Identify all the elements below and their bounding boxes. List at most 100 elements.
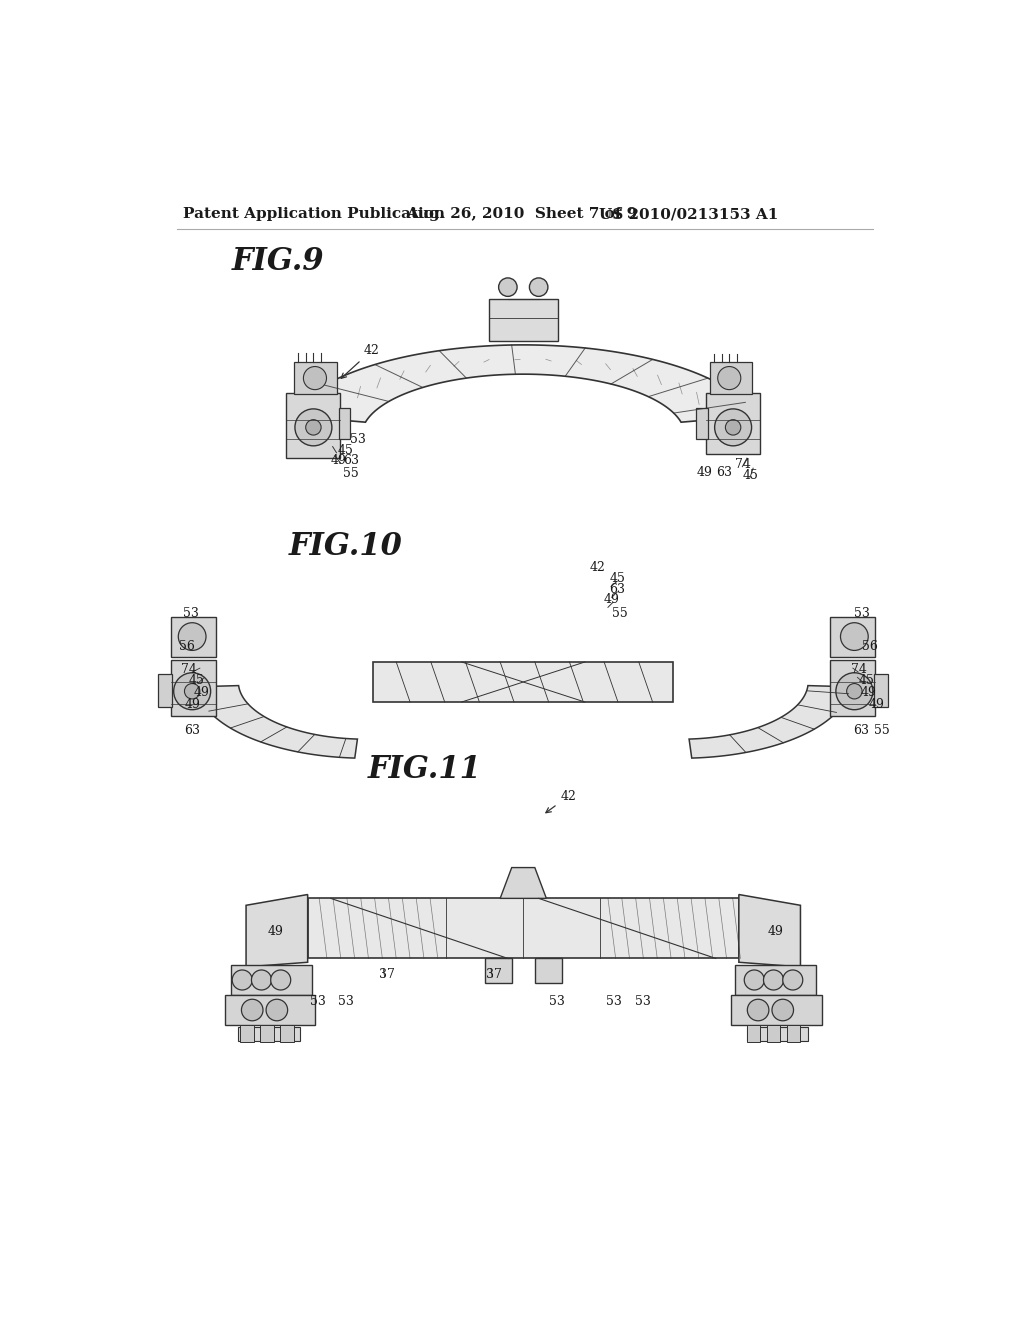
Text: 37: 37 — [379, 969, 394, 982]
Circle shape — [841, 623, 868, 651]
Text: 42: 42 — [590, 561, 605, 574]
Circle shape — [748, 999, 769, 1020]
Circle shape — [529, 279, 548, 297]
Text: 55: 55 — [873, 725, 890, 738]
Bar — [731, 995, 822, 1026]
Bar — [260, 1026, 273, 1043]
Circle shape — [178, 623, 206, 651]
Text: 49: 49 — [868, 698, 884, 711]
Bar — [239, 1027, 300, 1040]
Circle shape — [303, 367, 327, 389]
Text: 63: 63 — [716, 466, 732, 479]
Text: 53: 53 — [310, 995, 326, 1008]
Text: Aug. 26, 2010  Sheet 7 of 9: Aug. 26, 2010 Sheet 7 of 9 — [407, 207, 638, 222]
Text: 55: 55 — [611, 607, 628, 619]
Circle shape — [184, 684, 200, 700]
Text: 45: 45 — [609, 572, 626, 585]
Bar — [696, 408, 708, 440]
Circle shape — [242, 999, 263, 1020]
Text: 37: 37 — [486, 969, 502, 982]
Bar — [294, 362, 337, 395]
Text: 53: 53 — [549, 995, 564, 1008]
Text: FIG.9: FIG.9 — [232, 246, 325, 277]
Text: 45: 45 — [338, 445, 354, 457]
Polygon shape — [197, 685, 357, 758]
Bar — [171, 616, 216, 656]
Text: 49: 49 — [267, 924, 284, 937]
Text: US 2010/0213153 A1: US 2010/0213153 A1 — [599, 207, 778, 222]
Text: 49: 49 — [860, 686, 877, 698]
Text: 53: 53 — [183, 607, 199, 620]
Text: 56: 56 — [862, 640, 878, 652]
Text: 63: 63 — [343, 454, 358, 467]
Circle shape — [499, 279, 517, 297]
Text: 45: 45 — [189, 673, 205, 686]
Polygon shape — [689, 685, 850, 758]
Text: 53: 53 — [606, 995, 623, 1008]
Text: 42: 42 — [546, 789, 577, 813]
Circle shape — [764, 970, 783, 990]
Text: 55: 55 — [343, 467, 358, 480]
Text: 42: 42 — [341, 345, 379, 379]
Circle shape — [782, 970, 803, 990]
Text: Patent Application Publication: Patent Application Publication — [183, 207, 444, 222]
Circle shape — [836, 673, 872, 710]
Circle shape — [715, 409, 752, 446]
Circle shape — [252, 970, 271, 990]
Text: 63: 63 — [609, 582, 626, 595]
Circle shape — [266, 999, 288, 1020]
Text: 53: 53 — [339, 995, 354, 1008]
Bar — [830, 660, 876, 715]
Bar — [786, 1026, 801, 1043]
Bar — [746, 1026, 761, 1043]
Text: 49: 49 — [603, 594, 620, 606]
Text: 45: 45 — [858, 673, 874, 686]
Bar — [230, 965, 311, 995]
Polygon shape — [500, 867, 547, 899]
Bar — [830, 616, 876, 656]
Circle shape — [718, 367, 740, 389]
Text: FIG.10: FIG.10 — [289, 531, 402, 562]
Circle shape — [174, 673, 211, 710]
Bar — [710, 362, 753, 395]
Text: 45: 45 — [742, 469, 758, 482]
Circle shape — [270, 970, 291, 990]
Bar — [535, 958, 562, 983]
Bar — [224, 995, 315, 1026]
Bar — [488, 298, 558, 341]
Text: 74: 74 — [734, 458, 751, 471]
Text: 53: 53 — [350, 433, 367, 446]
Bar — [280, 1026, 294, 1043]
Bar — [735, 965, 816, 995]
Text: 56: 56 — [179, 640, 195, 652]
Text: 63: 63 — [184, 725, 201, 738]
Text: FIG.11: FIG.11 — [368, 754, 481, 785]
Polygon shape — [739, 895, 801, 966]
Polygon shape — [291, 345, 756, 422]
Text: 49: 49 — [184, 698, 201, 711]
Text: 74: 74 — [851, 663, 866, 676]
Circle shape — [306, 420, 322, 436]
Text: 49: 49 — [768, 924, 784, 937]
Bar — [746, 1027, 808, 1040]
Text: 53: 53 — [854, 607, 870, 620]
Bar — [159, 675, 172, 706]
Bar — [339, 408, 350, 440]
Bar — [287, 393, 340, 458]
Bar — [874, 675, 888, 706]
Text: 63: 63 — [853, 725, 868, 738]
Circle shape — [295, 409, 332, 446]
Text: 49: 49 — [696, 466, 712, 479]
Text: 49: 49 — [331, 454, 346, 467]
Bar — [707, 393, 760, 454]
Bar — [767, 1026, 780, 1043]
Bar — [240, 1026, 254, 1043]
Circle shape — [232, 970, 252, 990]
Text: 74: 74 — [181, 663, 198, 676]
Text: 49: 49 — [194, 686, 210, 698]
Circle shape — [725, 420, 740, 436]
Polygon shape — [246, 895, 307, 966]
Circle shape — [744, 970, 764, 990]
Text: 53: 53 — [635, 995, 651, 1008]
Bar — [171, 660, 216, 715]
